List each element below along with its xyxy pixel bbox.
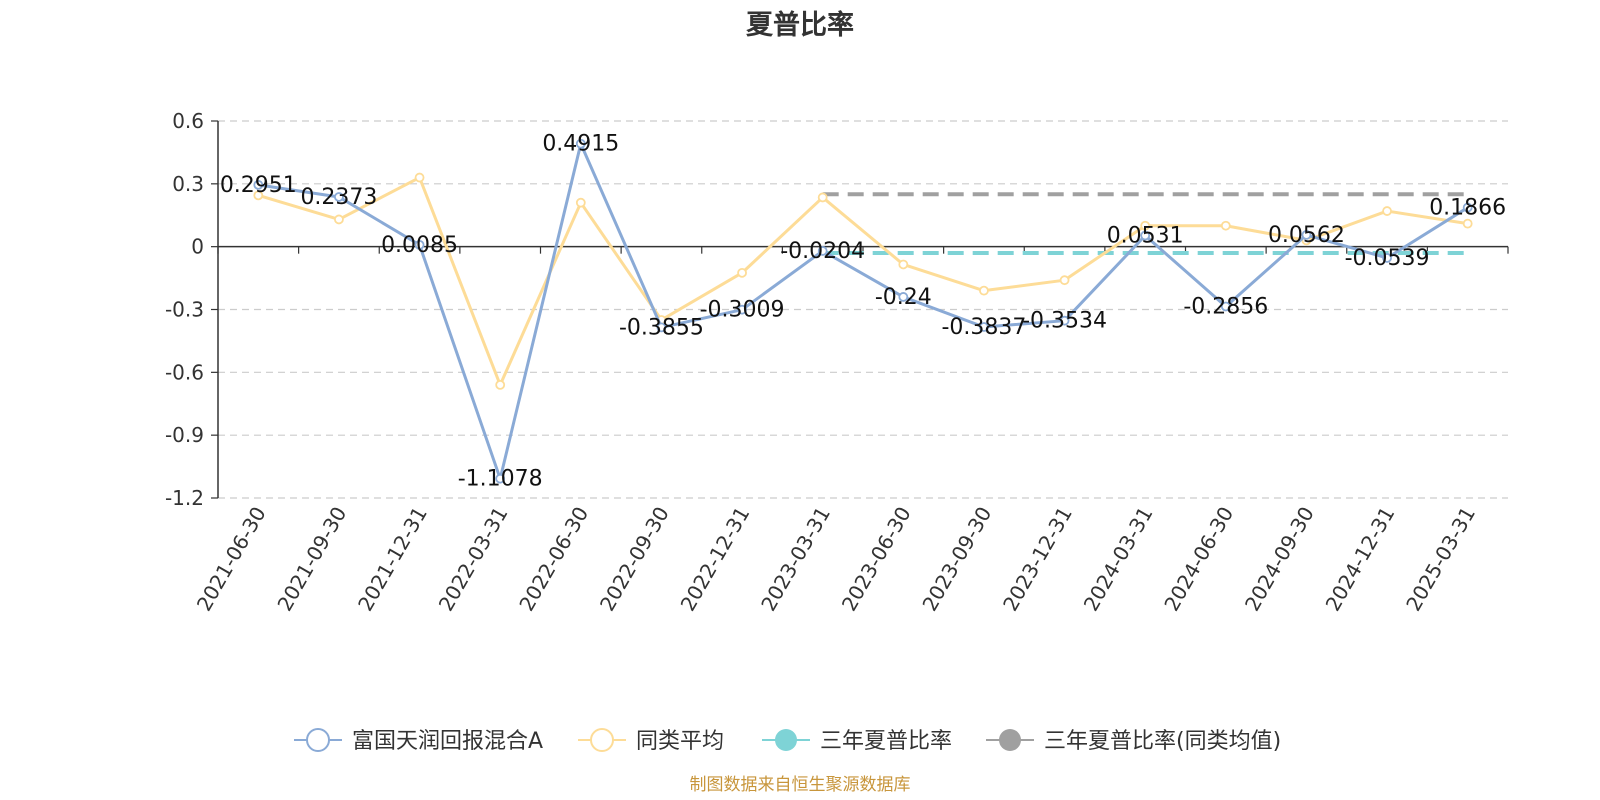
legend-item[interactable]: 富国天润回报混合A [294, 728, 543, 754]
series-lines [253, 138, 1473, 484]
data-label: -0.3534 [1022, 309, 1107, 334]
x-tick-label: 2021-09-30 [272, 503, 351, 616]
data-point [575, 197, 586, 208]
source-note: 制图数据来自恒生聚源数据库 [690, 775, 911, 795]
data-label: -0.24 [875, 285, 932, 310]
data-point [1462, 202, 1473, 213]
data-point [1301, 229, 1312, 240]
data-point [1220, 220, 1231, 231]
x-tick-label: 2024-06-30 [1159, 503, 1238, 616]
y-tick-label: -1.2 [165, 486, 204, 510]
legend-marker [590, 728, 614, 752]
y-tick-label: -0.6 [165, 360, 204, 384]
y-tick-label: 0.6 [172, 109, 204, 133]
x-tick-label: 2022-12-31 [675, 503, 754, 616]
data-point [1382, 206, 1392, 216]
data-point [575, 138, 586, 149]
data-label: 0.4915 [542, 132, 619, 157]
data-point [898, 292, 909, 302]
data-point [817, 246, 828, 256]
x-tick-label: 2021-12-31 [353, 503, 432, 616]
data-point [334, 192, 344, 202]
data-labels: 0.2951 0.23730.0085-1.10780.4915-0.3855-0… [220, 132, 1506, 492]
data-point [495, 473, 506, 484]
data-label: -0.2856 [1183, 294, 1268, 319]
data-label: -0.3009 [700, 298, 785, 323]
data-label: 0.1866 [1429, 196, 1506, 221]
data-point [737, 304, 747, 315]
x-tick-label: 2023-12-31 [998, 503, 1077, 616]
x-tick-label: 2023-09-30 [917, 503, 996, 616]
data-label: 0.2951 [220, 173, 297, 198]
data-point [817, 192, 828, 203]
data-point [253, 179, 264, 190]
legend-marker [999, 729, 1021, 751]
y-tick-label: -0.3 [165, 298, 204, 322]
data-point [414, 239, 425, 250]
data-label: 0.0085 [381, 233, 458, 258]
chart-title: 夏普比率 [746, 9, 854, 41]
data-label: -0.3837 [941, 315, 1026, 340]
legend-item[interactable]: 三年夏普比率 [762, 729, 952, 754]
data-point [737, 267, 747, 278]
data-label: 0.0562 [1268, 223, 1345, 248]
series-line [257, 176, 1468, 387]
data-label: -0.0204 [780, 239, 865, 264]
legend-item[interactable]: 三年夏普比率(同类均值) [986, 729, 1281, 754]
legend-marker [306, 728, 330, 752]
data-point [253, 190, 264, 201]
data-point [1462, 218, 1473, 229]
data-point [1059, 275, 1070, 286]
y-tick-label: -0.9 [165, 423, 204, 447]
x-tick-label: 2024-03-31 [1079, 503, 1158, 616]
data-label: -1.1078 [458, 467, 543, 492]
data-point [334, 214, 344, 225]
data-point [656, 322, 667, 333]
data-label: -0.0539 [1345, 246, 1430, 271]
y-tick-label: 0.3 [172, 172, 204, 196]
x-tick-label: 2023-03-31 [756, 503, 835, 616]
data-point [1382, 253, 1392, 263]
legend-label: 富国天润回报混合A [352, 729, 543, 754]
x-tick-label: 2021-06-30 [192, 503, 271, 616]
data-point [979, 285, 989, 296]
x-tick-label: 2022-03-31 [434, 503, 513, 616]
legend-label: 三年夏普比率 [820, 729, 952, 754]
data-point [1220, 301, 1231, 312]
x-tick-label: 2024-12-31 [1320, 503, 1399, 616]
x-tick-label: 2022-06-30 [514, 503, 593, 616]
data-point [1140, 230, 1151, 241]
legend-label: 三年夏普比率(同类均值) [1044, 729, 1281, 754]
data-point [1140, 220, 1151, 231]
legend-marker [775, 729, 797, 751]
legend[interactable]: 富国天润回报混合A 同类平均 三年夏普比率 三年夏普比率(同类均值) [294, 728, 1281, 754]
y-tick-label: 0 [191, 235, 204, 259]
data-label: -0.3855 [619, 315, 704, 340]
grid-lines [218, 120, 1508, 499]
legend-label: 同类平均 [636, 729, 724, 754]
x-tick-label: 2023-06-30 [837, 503, 916, 616]
reference-lines [822, 192, 1468, 255]
series-line [258, 142, 1469, 481]
data-point [414, 172, 425, 183]
data-point [898, 259, 909, 270]
data-label: 0.0531 [1107, 224, 1184, 249]
legend-item[interactable]: 同类平均 [578, 728, 724, 754]
x-tick-label: 2022-09-30 [595, 503, 674, 616]
data-point [1059, 315, 1070, 326]
data-label: 0.2373 [300, 185, 377, 210]
data-point [495, 379, 506, 390]
x-tick-label: 2025-03-31 [1401, 503, 1480, 616]
x-tick-label: 2024-09-30 [1240, 503, 1319, 616]
data-point [979, 322, 989, 332]
